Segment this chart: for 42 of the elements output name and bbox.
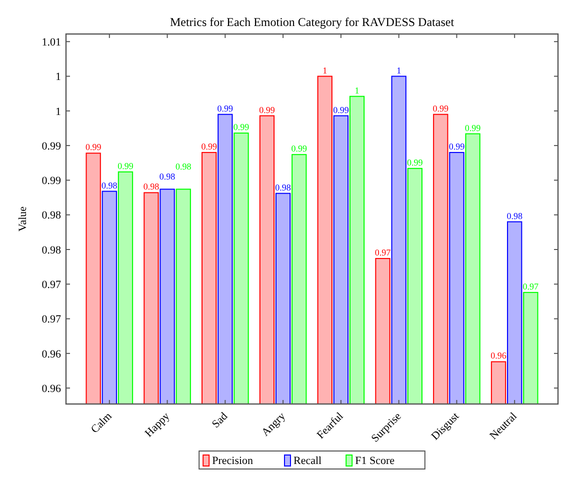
y-tick-label: 0.96 xyxy=(42,382,62,395)
y-tick-label: 0.96 xyxy=(42,348,62,360)
data-label: 0.98 xyxy=(143,182,160,192)
y-tick-label: 0.99 xyxy=(42,175,62,188)
data-label: 1 xyxy=(396,65,402,76)
data-label: 0.98 xyxy=(275,182,292,192)
data-label: 0.97 xyxy=(522,281,540,292)
data-label: 0.99 xyxy=(333,104,350,115)
y-tick-label: 0.99 xyxy=(42,140,62,152)
data-label: 1 xyxy=(322,65,328,76)
data-label: 0.99 xyxy=(217,103,234,114)
data-label: 0.99 xyxy=(448,141,466,152)
data-label: 0.99 xyxy=(407,157,424,168)
data-label: 0.99 xyxy=(464,122,482,133)
data-label: 0.99 xyxy=(201,141,218,152)
x-tick-label: Sad xyxy=(210,410,230,431)
x-tick-label: Calm xyxy=(88,410,115,436)
data-label: 0.99 xyxy=(233,122,250,132)
data-label: 0.96 xyxy=(490,350,507,361)
chart-title: Metrics for Each Emotion Category for RAVDESS Dataset xyxy=(170,15,455,29)
legend-label: Precision xyxy=(212,454,254,467)
y-tick-label: 0.97 xyxy=(42,314,62,326)
y-axis-title: Value xyxy=(17,206,29,232)
data-label: 0.99 xyxy=(85,142,102,152)
legend-label: F1 Score xyxy=(355,454,395,467)
data-label: 0.98 xyxy=(176,162,192,172)
data-label: 0.98 xyxy=(159,172,176,182)
y-tick-label: 1 xyxy=(56,106,61,118)
legend-label: Recall xyxy=(294,454,322,467)
y-tick-label: 1.01 xyxy=(42,36,61,48)
y-tick-label: 0.98 xyxy=(42,244,62,256)
data-label: 0.99 xyxy=(259,104,276,115)
y-tick-label: 0.98 xyxy=(42,210,62,222)
data-label: 0.99 xyxy=(118,160,134,171)
data-label: 0.99 xyxy=(291,144,308,154)
y-tick-label: 1 xyxy=(56,71,61,84)
y-tick-label: 0.97 xyxy=(42,278,62,291)
data-label: 0.97 xyxy=(374,247,392,258)
data-label: 0.98 xyxy=(102,180,118,190)
data-label: 0.98 xyxy=(506,210,523,221)
data-label: 0.99 xyxy=(432,103,449,114)
data-label: 1 xyxy=(354,85,360,96)
